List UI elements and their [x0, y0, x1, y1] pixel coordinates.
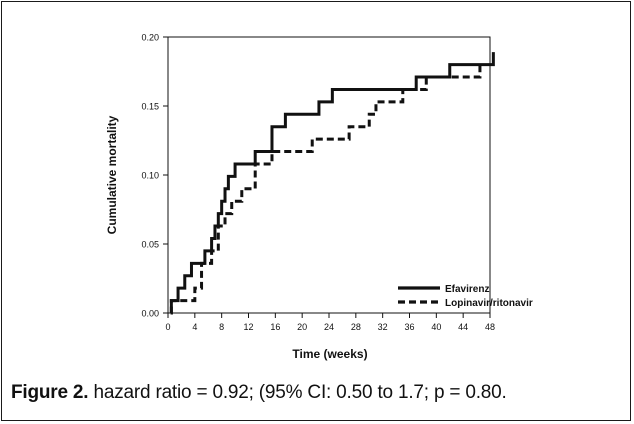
x-axis-label: Time (weeks) [292, 347, 367, 361]
x-tick-label: 8 [219, 322, 224, 332]
caption-text: hazard ratio = 0.92; (95% CI: 0.50 to 1.… [88, 382, 507, 403]
series-line-lopinavir-ritonavir [169, 64, 482, 315]
legend-label-lopinavir-ritonavir: Lopinavir/ritonavir [445, 298, 533, 309]
x-tick-label: 12 [243, 322, 253, 332]
x-tick-label: 36 [404, 322, 414, 332]
x-tick-label: 16 [270, 322, 280, 332]
series-layer [169, 52, 495, 315]
x-tick-label: 44 [458, 322, 468, 332]
x-tick-label: 0 [165, 322, 170, 332]
y-tick-label: 0.10 [141, 171, 159, 181]
y-tick-label: 0.00 [141, 309, 159, 319]
x-tick-label: 24 [324, 322, 334, 332]
legend: Efavirenz Lopinavir/ritonavir [398, 284, 533, 309]
x-axis: 0 4 8 12 16 20 24 28 32 36 40 44 48 [165, 313, 495, 332]
x-tick-label: 4 [192, 322, 197, 332]
figure-caption: Figure 2. hazard ratio = 0.92; (95% CI: … [11, 382, 507, 404]
y-axis: 0.00 0.05 0.10 0.15 0.20 [141, 33, 168, 319]
y-axis-label: Cumulative mortality [105, 115, 119, 234]
y-tick-label: 0.15 [141, 102, 159, 112]
y-tick-label: 0.05 [141, 240, 159, 250]
y-tick-label: 0.20 [141, 33, 159, 43]
x-tick-label: 20 [297, 322, 307, 332]
legend-label-efavirenz: Efavirenz [445, 284, 489, 295]
caption-label: Figure 2. [11, 382, 89, 403]
x-tick-label: 32 [378, 322, 388, 332]
x-tick-label: 40 [431, 322, 441, 332]
series-line-efavirenz [169, 52, 495, 315]
x-tick-label: 28 [351, 322, 361, 332]
x-tick-label: 48 [485, 322, 495, 332]
